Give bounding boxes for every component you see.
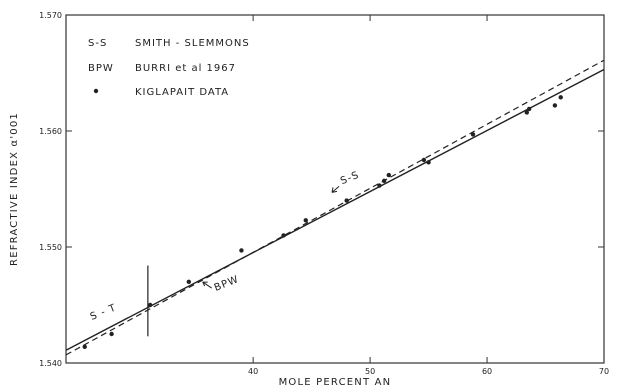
data-point [386, 172, 391, 178]
legend-label: SMITH - SLEMMONS [135, 38, 250, 49]
data-point [239, 248, 244, 253]
annotation-bpw: BPW [213, 274, 241, 294]
x-tick-label: 60 [482, 367, 492, 376]
y-axis-title: REFRACTIVE INDEX α'001 [9, 112, 20, 266]
legend-key: BPW [88, 63, 114, 74]
y-tick-label: 1.570 [39, 11, 62, 20]
data-point [470, 132, 476, 137]
data-point [148, 302, 153, 308]
data-point [377, 183, 382, 188]
annotation-ss-arrowhead [331, 187, 338, 193]
series-line-burri [65, 59, 605, 356]
data-point [426, 160, 431, 165]
data-point [344, 198, 349, 203]
annotation-ss-arrow [331, 185, 340, 193]
data-point [558, 95, 563, 100]
annotation-st: S - T [89, 302, 119, 322]
legend-label: BURRI et al 1967 [135, 63, 236, 74]
data-point [186, 279, 192, 284]
annotation-bpw-arrowhead [202, 281, 208, 287]
data-point [281, 233, 286, 238]
data-point [303, 218, 308, 223]
legend-marker [93, 88, 99, 94]
x-tick-label: 40 [248, 367, 258, 376]
y-tick-label: 1.560 [39, 127, 62, 136]
legend-label: KIGLAPAIT DATA [135, 87, 229, 98]
data-point [421, 157, 427, 163]
annotation-ss: S-S [339, 170, 361, 187]
x-tick-label: 70 [599, 367, 609, 376]
data-point [109, 331, 114, 337]
data-point [82, 344, 87, 349]
x-axis-title: MOLE PERCENT AN [279, 377, 392, 388]
y-tick-label: 1.540 [39, 359, 62, 368]
y-tick-label: 1.550 [39, 243, 62, 252]
x-tick-label: 50 [365, 367, 375, 376]
annotation-bpw-arrow [202, 281, 212, 289]
legend-key: S-S [88, 38, 107, 49]
plot-frame [65, 14, 605, 364]
data-point [552, 103, 558, 108]
data-point [526, 106, 532, 112]
series-line-smith-slemmons [65, 68, 605, 351]
data-point [524, 110, 530, 115]
data-point [381, 178, 387, 184]
